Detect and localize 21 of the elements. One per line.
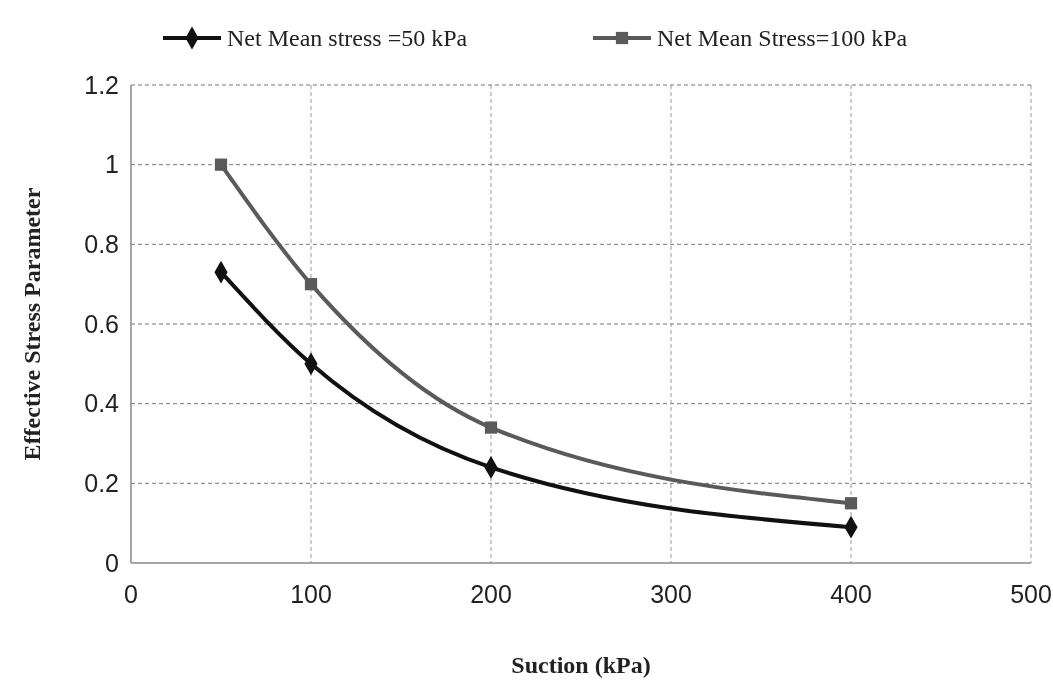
y-tick-label: 1.2 [84, 70, 119, 99]
x-tick-label: 200 [470, 580, 512, 608]
y-tick-label: 0.4 [84, 389, 120, 418]
legend-label: Net Mean Stress=100 kPa [657, 25, 908, 52]
x-tick-label: 500 [1010, 580, 1052, 608]
x-axis-title: Suction (kPa) [511, 652, 651, 678]
y-tick-label: 0 [105, 548, 119, 577]
x-tick-label: 400 [830, 580, 872, 608]
y-tick-label: 1 [105, 150, 119, 179]
point [484, 421, 498, 434]
point [304, 278, 318, 291]
point [844, 497, 858, 510]
point [214, 158, 228, 171]
y-tick-label: 0.8 [84, 230, 119, 259]
y-axis-title: Effective Stress Parameter [19, 187, 45, 461]
y-tick-label: 0.2 [84, 469, 119, 498]
x-tick-label: 100 [290, 580, 332, 608]
y-tick-label: 0.6 [84, 309, 119, 338]
x-tick-label: 300 [650, 580, 692, 608]
legend-label: Net Mean stress =50 kPa [227, 25, 468, 52]
x-tick-label: 0 [124, 580, 138, 608]
